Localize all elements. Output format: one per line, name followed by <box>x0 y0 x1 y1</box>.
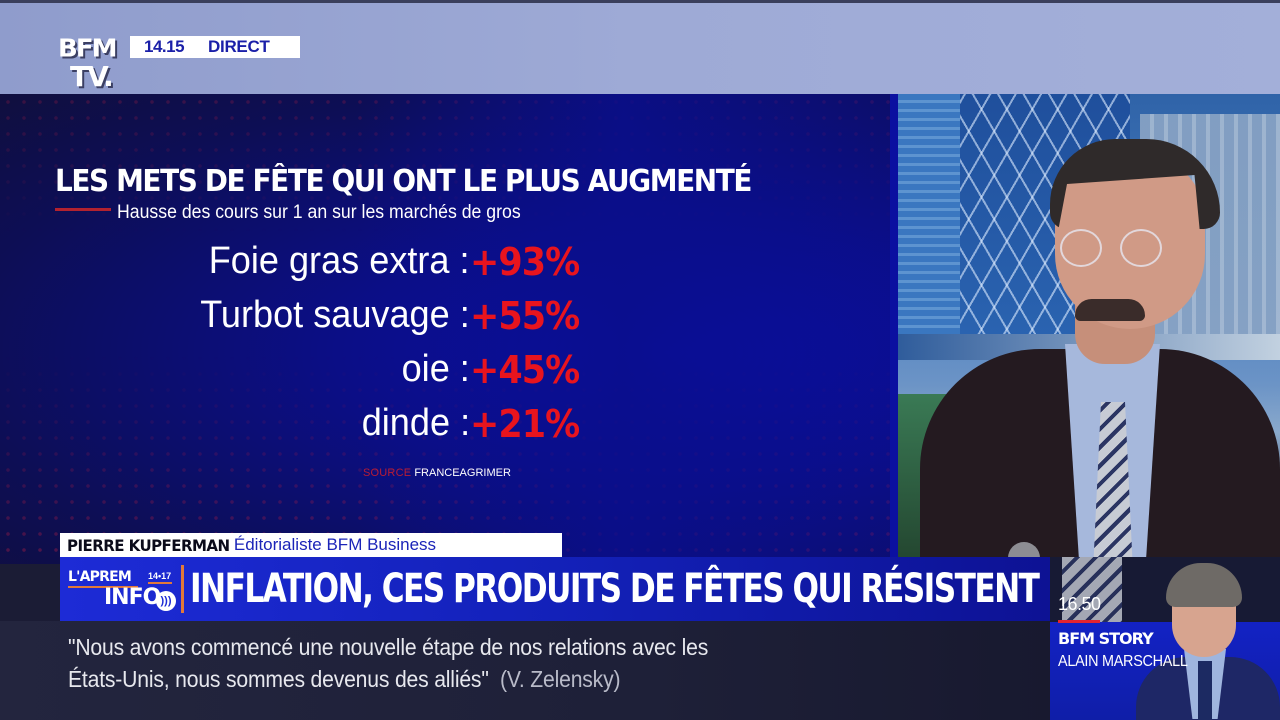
background-tie <box>1062 557 1122 622</box>
list-item: Turbot sauvage : +55% <box>0 294 620 348</box>
show-logo-underline <box>68 586 138 588</box>
source-value: FRANCEAGRIMER <box>414 467 511 479</box>
guest-mustache <box>1075 299 1145 321</box>
time-rule <box>1058 620 1100 623</box>
next-program-box: 16.50 BFM STORY ALAIN MARSCHALL <box>1050 557 1280 720</box>
list-item: oie : +45% <box>0 348 620 402</box>
glasses-icon <box>1060 229 1170 269</box>
ticker-line1: "Nous avons commencé une nouvelle étape … <box>68 634 709 660</box>
show-logo-line2: INFO <box>104 585 161 610</box>
headline-bar: L'APREM 14•17 INFO ))) INFLATION, CES PR… <box>60 557 1050 621</box>
host-photo <box>1130 557 1280 720</box>
accent-rule <box>55 208 111 211</box>
gradient-overlay <box>0 94 890 564</box>
guest-name-strap: PIERRE KUPFERMAN Éditorialiste BFM Busin… <box>60 533 562 557</box>
infographic-subtitle: Hausse des cours sur 1 an sur les marché… <box>117 202 521 223</box>
infographic-title: LES METS DE FÊTE QUI ONT LE PLUS AUGMENT… <box>55 164 752 199</box>
headline-separator <box>181 565 184 613</box>
item-value: +55% <box>470 294 580 338</box>
logo-line2: TV. <box>70 60 114 93</box>
price-increase-list: Foie gras extra : +93% Turbot sauvage : … <box>0 240 620 456</box>
panel-edge <box>890 94 898 564</box>
item-label: dinde : <box>361 402 470 444</box>
list-item: Foie gras extra : +93% <box>0 240 620 294</box>
live-label: DIRECT <box>208 37 270 56</box>
show-hours-underline <box>148 582 172 584</box>
bfmtv-logo: BFM TV. <box>58 34 126 93</box>
item-value: +21% <box>470 402 580 446</box>
ticker-line2: États-Unis, nous sommes devenus des alli… <box>68 666 489 692</box>
list-item: dinde : +21% <box>0 402 620 456</box>
item-label: oie : <box>401 348 470 390</box>
live-indicator: 14.15 DIRECT <box>130 36 300 58</box>
show-logo-line1: L'APREM <box>68 569 132 585</box>
next-program-time: 16.50 <box>1058 594 1101 614</box>
item-value: +45% <box>470 348 580 392</box>
source-credit: SOURCE FRANCEAGRIMER <box>363 467 511 479</box>
headline-text: INFLATION, CES PRODUITS DE FÊTES QUI RÉS… <box>190 566 1040 612</box>
ticker-quote: "Nous avons commencé une nouvelle étape … <box>68 631 708 695</box>
studio-screen-stripes <box>898 94 960 334</box>
guest-role: Éditorialiste BFM Business <box>233 535 437 554</box>
item-label: Turbot sauvage : <box>200 294 470 336</box>
infographic-panel: LES METS DE FÊTE QUI ONT LE PLUS AUGMENT… <box>0 94 890 564</box>
item-value: +93% <box>470 240 580 284</box>
sound-waves-icon: ))) <box>156 591 176 611</box>
show-hours: 14•17 <box>148 571 172 581</box>
broadcast-time: 14.15 <box>144 37 185 56</box>
studio-camera-view <box>890 94 1280 564</box>
show-logo: L'APREM 14•17 INFO ))) <box>68 569 180 613</box>
host-tie <box>1198 661 1212 720</box>
logo-line1: BFM <box>58 34 117 64</box>
ticker-line2-wrap: États-Unis, nous sommes devenus des alli… <box>68 663 708 695</box>
host-hair <box>1166 563 1242 607</box>
guest-name: PIERRE KUPFERMAN <box>67 535 230 555</box>
next-program-title: BFM STORY <box>1058 629 1154 648</box>
next-program-host: ALAIN MARSCHALL <box>1058 653 1188 670</box>
item-label: Foie gras extra : <box>209 240 470 282</box>
source-key: SOURCE <box>363 467 412 479</box>
ticker-attribution: (V. Zelensky) <box>500 666 621 692</box>
